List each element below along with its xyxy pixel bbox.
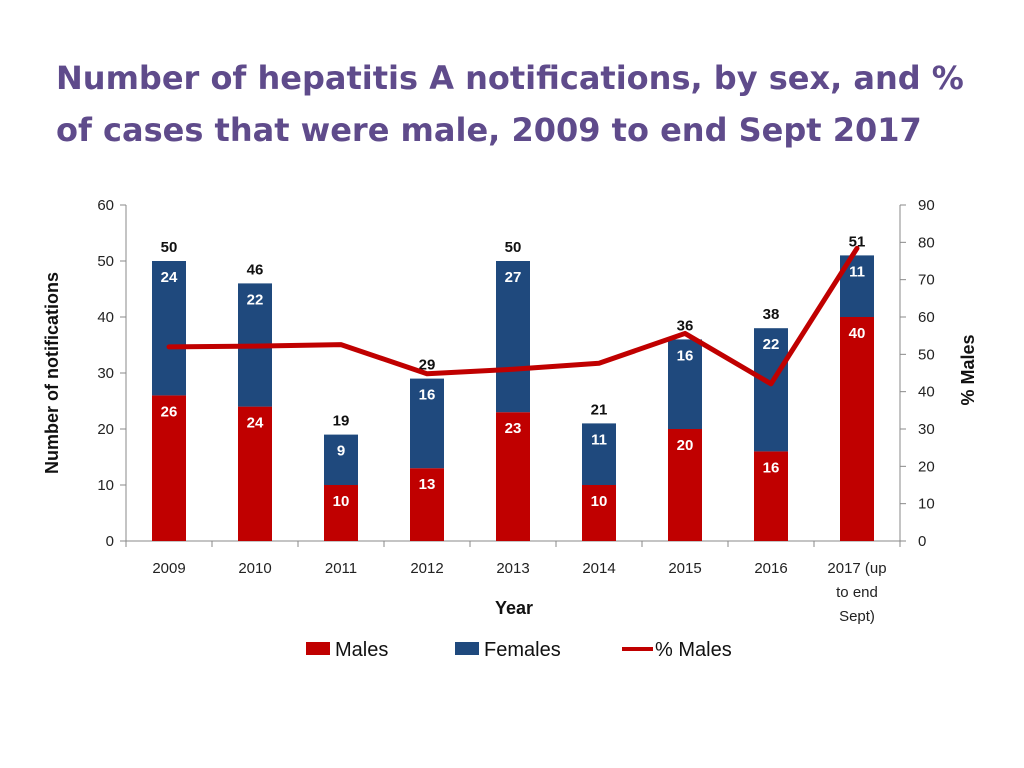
bar-females [496, 261, 530, 413]
x-tick-label: 2013 [496, 560, 529, 577]
legend: Males Females % Males [306, 639, 732, 661]
data-label-total: 21 [591, 401, 608, 418]
x-tick-label: 2014 [582, 560, 615, 577]
data-label-males: 23 [505, 420, 522, 437]
data-label-females: 27 [505, 269, 522, 286]
y2-axis-title: % Males [958, 334, 978, 405]
data-label-females: 22 [763, 336, 780, 353]
y-tick-label: 30 [97, 365, 114, 382]
data-label-females: 16 [677, 347, 694, 364]
data-label-females: 22 [247, 291, 264, 308]
y-tick-label: 60 [97, 197, 114, 214]
legend-swatch-females [455, 642, 479, 655]
bar-males [840, 317, 874, 541]
chart-title: Number of hepatitis A notifications, by … [56, 59, 964, 149]
bar-males [582, 485, 616, 541]
bar-males [496, 412, 530, 541]
y-axis-title: Number of notifications [42, 272, 62, 474]
data-label-total: 38 [763, 306, 780, 323]
bar-males [152, 395, 186, 541]
data-label-males: 10 [591, 493, 608, 510]
legend-label-females: Females [484, 639, 561, 661]
y2-tick-label: 80 [918, 234, 935, 251]
y2-tick-label: 70 [918, 272, 935, 289]
line-pct-males [166, 245, 860, 387]
data-label-total: 36 [677, 317, 694, 334]
bar-males [238, 406, 272, 541]
data-label-males: 40 [849, 325, 866, 342]
y2-tick-label: 20 [918, 458, 935, 475]
bar-males [324, 485, 358, 541]
data-label-males: 20 [677, 437, 694, 454]
total-labels: 50 46 19 29 50 21 36 38 51 [161, 233, 866, 429]
y-tick-label: 20 [97, 421, 114, 438]
bar-males [410, 468, 444, 541]
bar-females [668, 339, 702, 429]
data-label-males: 16 [763, 459, 780, 476]
data-label-total: 29 [419, 357, 436, 374]
data-label-males: 24 [247, 415, 264, 432]
data-label-females: 11 [849, 263, 865, 280]
y-tick-label: 50 [97, 253, 114, 270]
x-tick-label: 2015 [668, 560, 701, 577]
x-tick-label: 2010 [238, 560, 271, 577]
data-label-females: 9 [337, 443, 345, 460]
data-label-total: 50 [505, 239, 522, 256]
bar-females [410, 378, 444, 469]
data-label-total: 19 [333, 413, 350, 430]
x-tick-label: 2009 [152, 560, 185, 577]
bar-females [324, 434, 358, 485]
data-label-total: 50 [161, 239, 178, 256]
data-label-total: 46 [247, 261, 264, 278]
bar-females [152, 261, 186, 396]
x-axis-title: Year [495, 598, 533, 618]
x-tick-label: 2011 [325, 560, 357, 577]
pct-males-line [166, 245, 860, 387]
x-tick-label: 2016 [754, 560, 787, 577]
data-label-females: 24 [161, 269, 178, 286]
segment-labels: 26 24 24 22 10 9 13 16 23 27 10 11 20 16 16 22 40 11 [161, 263, 866, 510]
y2-tick-label: 90 [918, 197, 935, 214]
data-label-males: 10 [333, 493, 350, 510]
data-label-females: 11 [591, 431, 607, 448]
legend-label-pct-males: % Males [655, 639, 732, 661]
data-label-females: 16 [419, 387, 436, 404]
data-label-males: 26 [161, 403, 178, 420]
y-tick-label: 40 [97, 309, 114, 326]
axes: 0 10 20 30 40 50 60 0 10 20 30 40 50 60 70 80 90 [97, 197, 934, 550]
bar-females [754, 328, 788, 452]
x-tick-label: 2012 [410, 560, 443, 577]
legend-label-males: Males [335, 639, 388, 661]
x-tick-labels: 2009 2010 2011 2012 2013 2014 2015 2016 2017 (up… [152, 560, 886, 625]
legend-swatch-males [306, 642, 330, 655]
y2-tick-label: 50 [918, 346, 935, 363]
bar-males [754, 451, 788, 541]
data-label-total: 51 [849, 233, 866, 250]
bar-females [582, 423, 616, 485]
y2-tick-label: 0 [918, 533, 926, 550]
y2-tick-label: 10 [918, 496, 935, 513]
y2-tick-label: 60 [918, 309, 935, 326]
bar-males [668, 429, 702, 541]
y-tick-label: 0 [106, 533, 114, 550]
data-label-males: 13 [419, 476, 436, 493]
y-tick-label: 10 [97, 477, 114, 494]
x-tick-label: 2017 (up to end Sept) [827, 560, 886, 625]
y2-tick-label: 30 [918, 421, 935, 438]
y2-tick-label: 40 [918, 384, 935, 401]
bars [152, 255, 874, 541]
